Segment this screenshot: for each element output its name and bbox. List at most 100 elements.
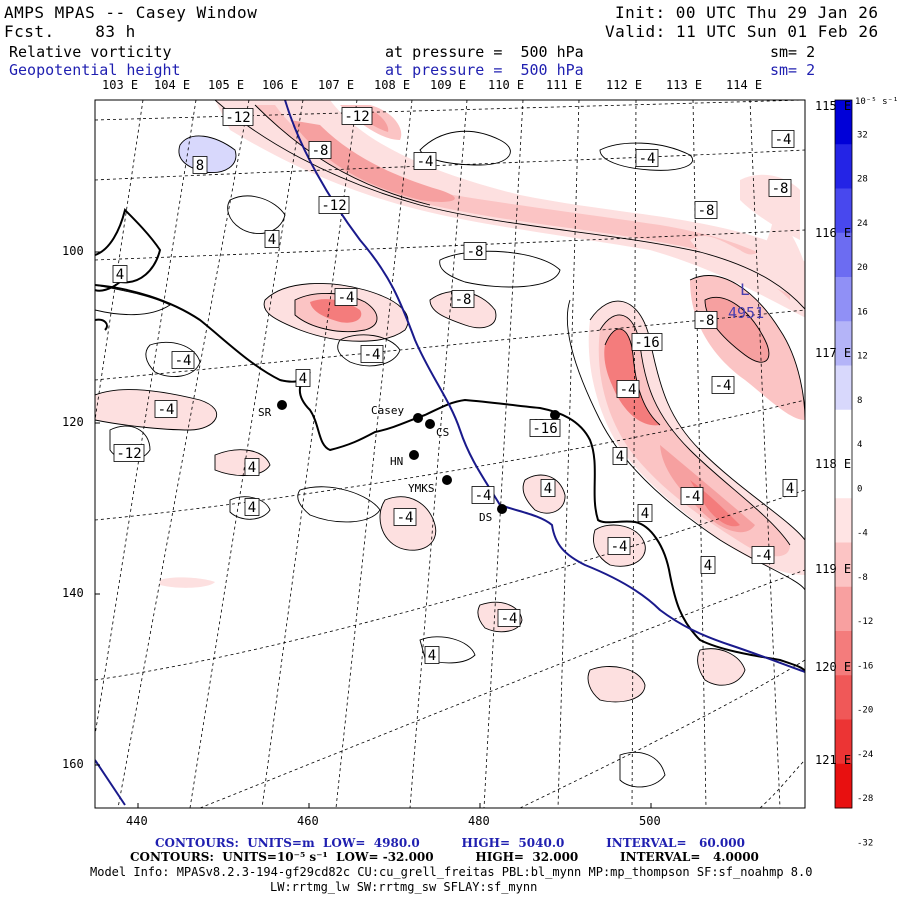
svg-text:-8: -8 bbox=[772, 181, 789, 197]
lon-label: 109 E bbox=[430, 78, 467, 92]
svg-text:4: 4 bbox=[616, 449, 624, 465]
svg-text:8: 8 bbox=[196, 158, 204, 174]
station-dot[interactable] bbox=[277, 400, 287, 410]
colorbar-tick-label: 12 bbox=[857, 352, 868, 362]
svg-text:-4: -4 bbox=[620, 382, 637, 398]
station-dot[interactable] bbox=[413, 413, 423, 423]
contour-label: 4 bbox=[637, 504, 653, 522]
svg-text:4: 4 bbox=[248, 500, 256, 516]
station-dot[interactable] bbox=[409, 450, 419, 460]
contour-label: -4 bbox=[360, 345, 384, 363]
colorbar-tick-label: 4 bbox=[857, 440, 862, 450]
colorbar-tick-label: -16 bbox=[857, 661, 873, 671]
station-dot[interactable] bbox=[425, 419, 435, 429]
colorbar-swatch bbox=[835, 277, 852, 322]
svg-text:-4: -4 bbox=[501, 611, 518, 627]
colorbar-units: 10⁻⁵ s⁻¹ bbox=[855, 97, 898, 107]
contour-label: -4 bbox=[497, 609, 521, 627]
lon-label: 106 E bbox=[262, 78, 299, 92]
lon-label: 107 E bbox=[318, 78, 355, 92]
x-axis-label: 500 bbox=[639, 814, 661, 828]
contour-label: 4 bbox=[612, 447, 628, 465]
axis-ticks bbox=[95, 251, 652, 808]
svg-text:-16: -16 bbox=[532, 421, 557, 437]
low-center-label: L bbox=[740, 280, 750, 299]
model-info: Model Info: MPASv8.2.3-194-gf29cd82c CU:… bbox=[90, 865, 813, 879]
contour-label: 4 bbox=[782, 479, 798, 497]
colorbar-tick-label: -32 bbox=[857, 838, 873, 848]
contour-label: -8 bbox=[768, 179, 792, 197]
colorbar-tick-label: -20 bbox=[857, 706, 873, 716]
svg-text:-4: -4 bbox=[338, 290, 355, 306]
station-dot[interactable] bbox=[497, 504, 507, 514]
svg-text:-12: -12 bbox=[225, 110, 250, 126]
contour-label: -4 bbox=[471, 486, 495, 504]
station-dot[interactable] bbox=[442, 475, 452, 485]
map-fields bbox=[95, 100, 805, 808]
contour-label: -4 bbox=[334, 288, 358, 306]
contour-label: 4 bbox=[264, 230, 280, 248]
station-markers bbox=[277, 400, 560, 514]
contour-label: 4 bbox=[295, 369, 311, 387]
contour-label: -12 bbox=[341, 107, 373, 125]
lon-label: 110 E bbox=[488, 78, 525, 92]
colorbar-swatch bbox=[835, 763, 852, 809]
contour-label: -12 bbox=[222, 108, 254, 126]
lon-label: 103 E bbox=[102, 78, 139, 92]
contours-vorticity: CONTOURS: UNITS=10⁻⁵ s⁻¹ LOW= -32.000 HI… bbox=[130, 850, 759, 864]
svg-text:-4: -4 bbox=[611, 539, 628, 555]
colorbar-tick-label: -24 bbox=[857, 750, 873, 760]
station-label: YMKS bbox=[408, 482, 435, 495]
colorbar-swatch bbox=[835, 100, 852, 145]
contour-label: -4 bbox=[616, 380, 640, 398]
contour-label: -8 bbox=[463, 242, 487, 260]
svg-text:4: 4 bbox=[786, 481, 794, 497]
contour-label: -16 bbox=[631, 333, 663, 351]
contour-label: 4 bbox=[424, 646, 440, 664]
contour-label: -8 bbox=[308, 141, 332, 159]
contour-label: 4 bbox=[244, 498, 260, 516]
svg-text:-8: -8 bbox=[312, 143, 329, 159]
colorbar-swatch bbox=[835, 321, 852, 366]
field1-smoothing: sm= 2 bbox=[770, 43, 816, 61]
svg-text:-8: -8 bbox=[467, 244, 484, 260]
contour-label: -8 bbox=[451, 290, 475, 308]
colorbar-swatch bbox=[835, 498, 852, 543]
svg-text:4: 4 bbox=[641, 506, 649, 522]
right-lon-label: 116 E bbox=[815, 226, 852, 240]
contour-label: 4 bbox=[540, 479, 556, 497]
svg-text:-4: -4 bbox=[417, 154, 434, 170]
map-frame bbox=[94, 99, 806, 809]
svg-text:-8: -8 bbox=[698, 203, 715, 219]
contour-label: -12 bbox=[318, 196, 350, 214]
station-label: CS bbox=[436, 426, 449, 439]
contour-label: 8 bbox=[192, 156, 208, 174]
lon-label: 112 E bbox=[606, 78, 643, 92]
field2-level: at pressure = 500 hPa bbox=[385, 61, 584, 79]
colorbar-swatch bbox=[835, 631, 852, 676]
colorbar-swatch bbox=[835, 188, 852, 234]
svg-text:-8: -8 bbox=[698, 313, 715, 329]
svg-text:-8: -8 bbox=[455, 292, 472, 308]
right-lon-label: 121 E bbox=[815, 753, 852, 767]
right-lon-label: 119 E bbox=[815, 562, 852, 576]
contour-label: -4 bbox=[680, 487, 704, 505]
svg-text:-16: -16 bbox=[634, 335, 659, 351]
field1-level: at pressure = 500 hPa bbox=[385, 43, 584, 61]
colorbar-tick-label: 24 bbox=[857, 219, 868, 229]
svg-text:-4: -4 bbox=[475, 488, 492, 504]
x-axis-label: 480 bbox=[468, 814, 490, 828]
station-dot[interactable] bbox=[550, 410, 560, 420]
station-label: DS bbox=[479, 511, 492, 524]
colorbar-swatch bbox=[835, 586, 852, 632]
svg-text:4: 4 bbox=[248, 460, 256, 476]
contour-label: -4 bbox=[393, 508, 417, 526]
colorbar-tick-label: 0 bbox=[857, 484, 862, 494]
colorbar-swatch bbox=[835, 454, 852, 499]
contour-label: -12 bbox=[113, 444, 145, 462]
contour-label: 4 bbox=[112, 265, 128, 283]
colorbar-swatch bbox=[835, 542, 852, 588]
y-axis-label: 100 bbox=[62, 244, 84, 258]
colorbar-tick-label: 8 bbox=[857, 396, 862, 406]
